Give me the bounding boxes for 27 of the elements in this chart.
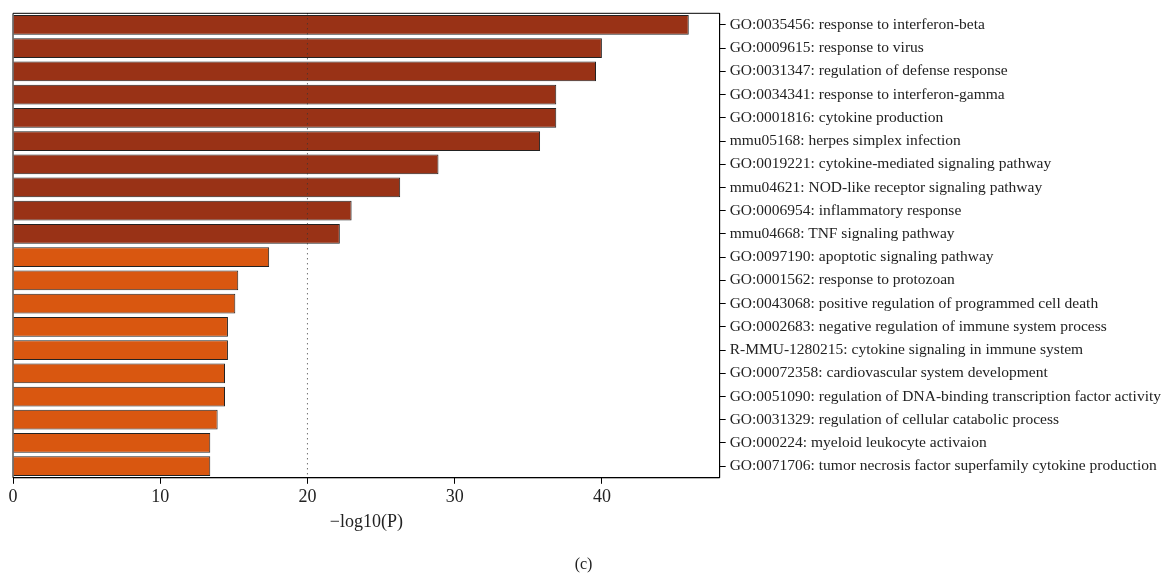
y-tick-label: GO:0071706: tumor necrosis factor superfamily cytokine production bbox=[729, 456, 1157, 474]
y-tick-label: GO:0002683: negative regulation of immune system process bbox=[729, 316, 1107, 334]
text: (c) bbox=[574, 555, 593, 574]
x-tick-label: 30 bbox=[445, 486, 464, 507]
x-axis-title: −log10(P) bbox=[329, 510, 403, 532]
y-tick-label: R-MMU-1280215: cytokine signaling in immune system bbox=[729, 340, 1084, 358]
y-tick-label: GO:0051090: regulation of DNA-binding transcription factor activity bbox=[729, 386, 1162, 404]
y-tick-label: GO:0035456: response to interferon-beta bbox=[729, 14, 986, 32]
x-tick-label: 20 bbox=[298, 486, 317, 507]
y-tick-label: GO:0097190: apoptotic signaling pathway bbox=[729, 247, 994, 265]
y-tick-label: GO:0034341: response to interferon-gamma bbox=[729, 84, 1005, 102]
y-tick-label: GO:0001816: cytokine production bbox=[729, 107, 944, 125]
y-tick-label: GO:0019221: cytokine-mediated signaling pathway bbox=[729, 154, 1052, 172]
y-tick-label: GO:00072358: cardiovascular system development bbox=[729, 363, 1049, 381]
y-tick-label: mmu04668: TNF signaling pathway bbox=[729, 224, 955, 242]
x-tick-label: 0 bbox=[8, 486, 18, 507]
y-tick-label: GO:0031347: regulation of defense response bbox=[729, 61, 1008, 79]
y-tick-label: mmu04621: NOD-like receptor signaling pathway bbox=[729, 177, 1043, 195]
y-tick-label: GO:0006954: inflammatory response bbox=[729, 200, 962, 218]
x-tick-label: 40 bbox=[592, 486, 611, 507]
y-tick-label: GO:000224: myeloid leukocyte activaion bbox=[729, 433, 987, 451]
y-tick-label: GO:0001562: response to protozoan bbox=[729, 270, 956, 288]
y-tick-label: GO:0043068: positive regulation of programmed cell death bbox=[729, 293, 1099, 311]
y-tick-label: mmu05168: herpes simplex infection bbox=[729, 131, 962, 149]
y-tick-label: GO:0009615: response to virus bbox=[729, 38, 924, 56]
x-tick-label: 10 bbox=[151, 486, 170, 507]
y-tick-label: GO:0031329: regulation of cellular catabolic process bbox=[729, 409, 1059, 427]
